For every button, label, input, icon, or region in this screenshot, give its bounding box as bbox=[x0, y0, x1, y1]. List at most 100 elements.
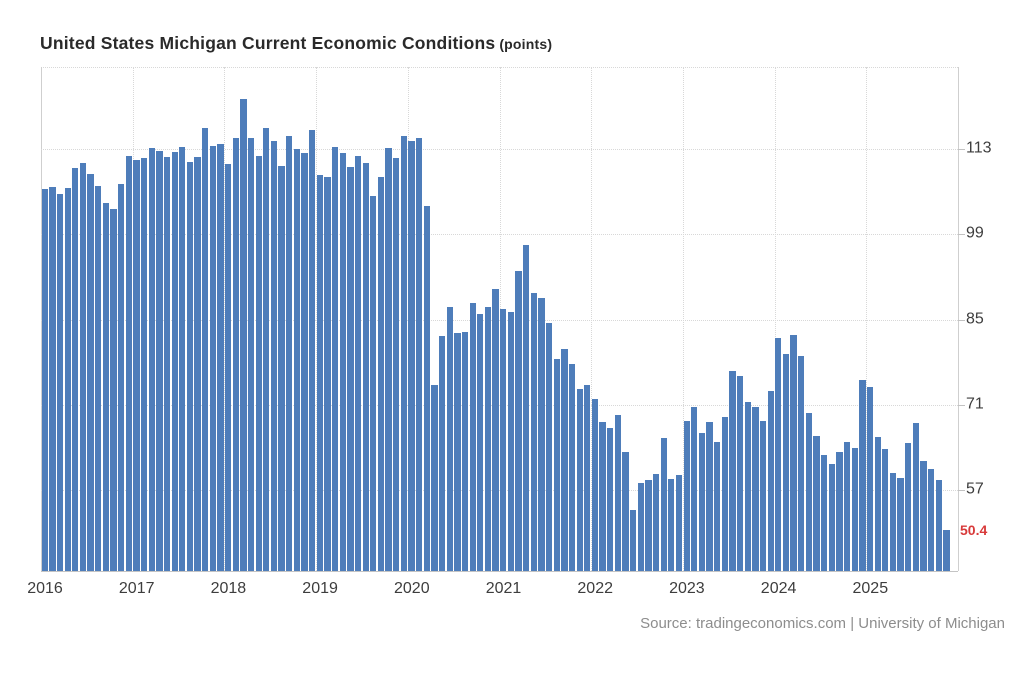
bar-2020-09[interactable] bbox=[469, 302, 476, 571]
bar-2024-03[interactable] bbox=[790, 334, 797, 571]
bar-2017-09[interactable] bbox=[194, 157, 201, 571]
bar-2016-05[interactable] bbox=[72, 168, 79, 571]
bar-2023-12[interactable] bbox=[767, 390, 774, 571]
bar-2017-07[interactable] bbox=[179, 146, 186, 571]
bar-2023-08[interactable] bbox=[736, 376, 744, 571]
bar-2020-06[interactable] bbox=[446, 306, 453, 571]
bar-2019-05[interactable] bbox=[347, 167, 354, 571]
bar-2020-04[interactable] bbox=[431, 384, 438, 571]
bar-2019-03[interactable] bbox=[331, 147, 339, 571]
bar-2021-11[interactable] bbox=[576, 389, 583, 571]
bar-2018-08[interactable] bbox=[278, 165, 285, 571]
bar-2017-05[interactable] bbox=[163, 157, 171, 571]
bar-2017-08[interactable] bbox=[186, 161, 194, 571]
bar-2023-07[interactable] bbox=[729, 370, 736, 571]
bar-2018-11[interactable] bbox=[301, 153, 308, 571]
bar-2022-01[interactable] bbox=[591, 398, 599, 571]
bar-2021-01[interactable] bbox=[500, 309, 507, 571]
bar-2025-02[interactable] bbox=[874, 437, 881, 571]
bar-2025-10[interactable] bbox=[935, 480, 942, 571]
bar-2022-04[interactable] bbox=[614, 414, 621, 571]
bar-2022-10[interactable] bbox=[660, 437, 667, 571]
bar-2021-03[interactable] bbox=[515, 270, 522, 571]
bar-2021-06[interactable] bbox=[538, 297, 545, 571]
bar-2025-05[interactable] bbox=[897, 478, 904, 571]
bar-2018-12[interactable] bbox=[309, 130, 316, 571]
bar-2022-12[interactable] bbox=[675, 475, 683, 571]
bar-2021-10[interactable] bbox=[568, 364, 576, 571]
bar-2023-06[interactable] bbox=[721, 417, 728, 571]
bar-2021-12[interactable] bbox=[584, 385, 591, 571]
bar-2020-01[interactable] bbox=[408, 140, 415, 571]
bar-2025-08[interactable] bbox=[920, 461, 927, 571]
bar-2024-06[interactable] bbox=[813, 435, 820, 571]
bar-2023-09[interactable] bbox=[744, 402, 751, 571]
bar-2018-10[interactable] bbox=[293, 148, 301, 571]
bar-2020-11[interactable] bbox=[484, 307, 492, 571]
bar-2019-07[interactable] bbox=[362, 163, 369, 571]
bar-2021-09[interactable] bbox=[561, 349, 568, 571]
bar-2024-07[interactable] bbox=[821, 455, 828, 571]
bar-2019-12[interactable] bbox=[400, 135, 408, 571]
bar-2017-01[interactable] bbox=[133, 159, 140, 571]
bar-2025-07[interactable] bbox=[912, 423, 920, 571]
bar-2017-11[interactable] bbox=[209, 146, 216, 571]
bar-2018-02[interactable] bbox=[232, 137, 239, 571]
bar-2024-09[interactable] bbox=[836, 451, 843, 571]
bar-2021-08[interactable] bbox=[553, 359, 560, 571]
bar-2025-04[interactable] bbox=[889, 473, 897, 571]
bar-2019-02[interactable] bbox=[324, 176, 331, 571]
bar-2024-08[interactable] bbox=[828, 463, 835, 571]
bar-2022-07[interactable] bbox=[637, 483, 644, 571]
bar-2019-11[interactable] bbox=[393, 157, 400, 571]
bar-2025-03[interactable] bbox=[882, 448, 889, 571]
bar-2025-09[interactable] bbox=[928, 469, 935, 571]
bar-2016-03[interactable] bbox=[56, 194, 64, 571]
bar-2024-05[interactable] bbox=[805, 413, 813, 571]
bar-2016-06[interactable] bbox=[79, 162, 87, 571]
bar-2021-04[interactable] bbox=[523, 245, 530, 571]
bar-2023-03[interactable] bbox=[698, 433, 706, 571]
bar-2022-03[interactable] bbox=[607, 427, 614, 571]
bar-2025-11[interactable] bbox=[943, 530, 950, 571]
bar-2020-12[interactable] bbox=[492, 289, 499, 571]
bar-2021-05[interactable] bbox=[530, 292, 537, 571]
bar-2024-02[interactable] bbox=[782, 353, 790, 571]
bar-2019-01[interactable] bbox=[316, 174, 323, 571]
bar-2018-03[interactable] bbox=[240, 99, 247, 571]
bar-2017-03[interactable] bbox=[148, 147, 155, 571]
bar-2024-04[interactable] bbox=[798, 356, 805, 571]
bar-2020-10[interactable] bbox=[477, 314, 484, 571]
bar-2016-08[interactable] bbox=[95, 185, 102, 571]
bar-2017-04[interactable] bbox=[156, 151, 163, 571]
bar-2019-08[interactable] bbox=[370, 196, 377, 571]
bar-2016-01[interactable] bbox=[41, 189, 48, 571]
bar-2023-11[interactable] bbox=[759, 421, 767, 571]
bar-2020-08[interactable] bbox=[461, 332, 469, 571]
bar-2025-06[interactable] bbox=[905, 442, 912, 571]
bar-2022-11[interactable] bbox=[668, 479, 675, 571]
bar-2017-10[interactable] bbox=[202, 127, 209, 571]
bar-2024-01[interactable] bbox=[775, 338, 782, 571]
bar-2016-07[interactable] bbox=[87, 173, 94, 571]
bar-2016-10[interactable] bbox=[110, 208, 117, 571]
bar-2018-07[interactable] bbox=[270, 140, 278, 571]
bar-2022-05[interactable] bbox=[622, 451, 629, 571]
bar-2025-01[interactable] bbox=[866, 386, 874, 571]
bar-2019-09[interactable] bbox=[377, 176, 385, 571]
bar-2023-05[interactable] bbox=[714, 441, 721, 571]
bar-2019-04[interactable] bbox=[339, 153, 346, 571]
bar-2021-07[interactable] bbox=[545, 322, 553, 571]
bar-2023-04[interactable] bbox=[706, 421, 713, 571]
bar-2016-11[interactable] bbox=[118, 183, 125, 571]
bar-2017-06[interactable] bbox=[171, 152, 178, 571]
bar-2019-10[interactable] bbox=[385, 147, 392, 571]
bar-2016-09[interactable] bbox=[102, 202, 109, 571]
bar-2020-03[interactable] bbox=[423, 205, 430, 571]
bar-2020-02[interactable] bbox=[416, 138, 423, 571]
bar-2017-12[interactable] bbox=[217, 144, 224, 571]
bar-2016-04[interactable] bbox=[64, 187, 71, 571]
bar-2019-06[interactable] bbox=[354, 155, 362, 571]
bar-2018-06[interactable] bbox=[263, 127, 270, 571]
bar-2023-02[interactable] bbox=[691, 406, 698, 571]
